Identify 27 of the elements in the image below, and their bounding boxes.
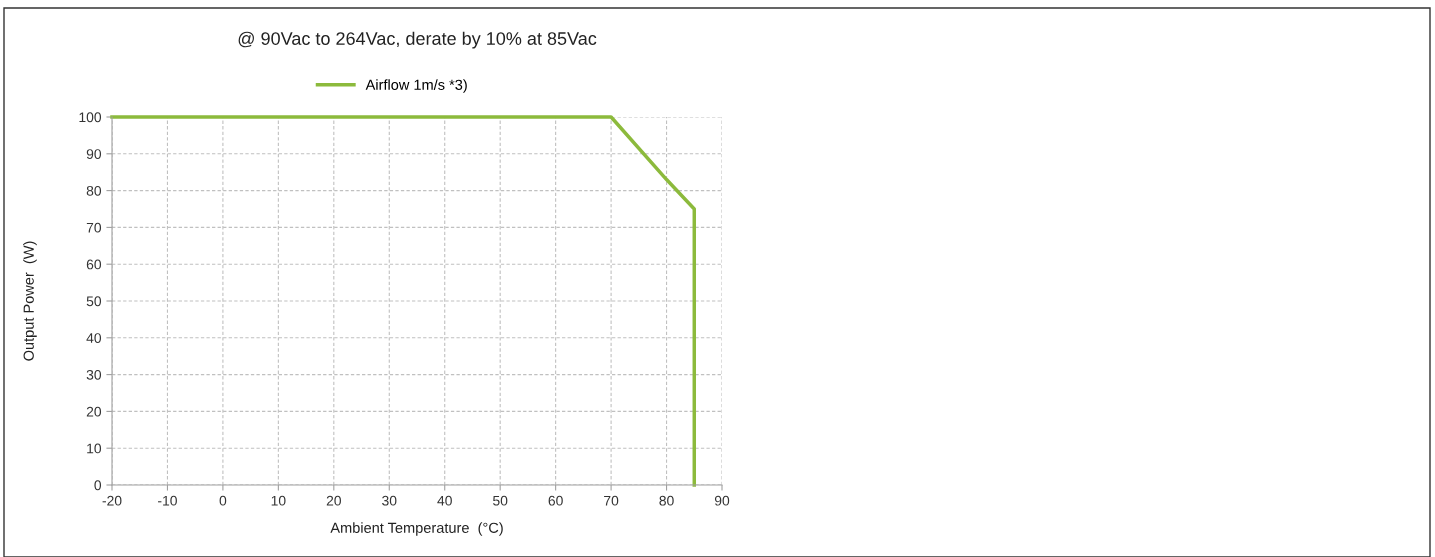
x-axis-title: Ambient Temperature (°C)	[330, 522, 503, 536]
x-tick-label: -20	[102, 495, 122, 506]
y-tick-label: 40	[86, 333, 102, 343]
y-tick-label: 10	[87, 443, 102, 454]
x-tick-label: 90	[714, 495, 730, 506]
y-tick-label: 70	[86, 222, 102, 233]
y-tick-label: 0	[94, 480, 102, 491]
x-tick-label: 80	[659, 495, 674, 506]
x-tick-label: 0	[219, 495, 227, 506]
chart-title: @ 90Vac to 264Vac, derate by 10% at 85Vac	[238, 31, 597, 49]
y-tick-label: 90	[86, 149, 102, 159]
x-tick-label: 30	[382, 495, 397, 506]
y-tick-label: 20	[86, 406, 102, 417]
x-tick-label: 40	[437, 495, 452, 506]
legend-label: Airflow 1m/s *3)	[365, 79, 467, 93]
x-tick-label: -10	[158, 495, 177, 506]
x-tick-label: 10	[271, 495, 286, 506]
x-tick-label: 50	[493, 495, 508, 506]
x-tick-label: 20	[326, 495, 341, 506]
y-tick-label: 100	[79, 112, 102, 123]
y-axis-title: Output Power (W)	[23, 241, 37, 361]
y-tick-label: 80	[86, 185, 102, 196]
x-tick-label: 70	[604, 495, 619, 506]
x-tick-label: 60	[548, 495, 563, 506]
y-tick-label: 60	[86, 259, 102, 270]
y-tick-label: 50	[86, 296, 102, 307]
y-tick-label: 30	[86, 369, 102, 380]
